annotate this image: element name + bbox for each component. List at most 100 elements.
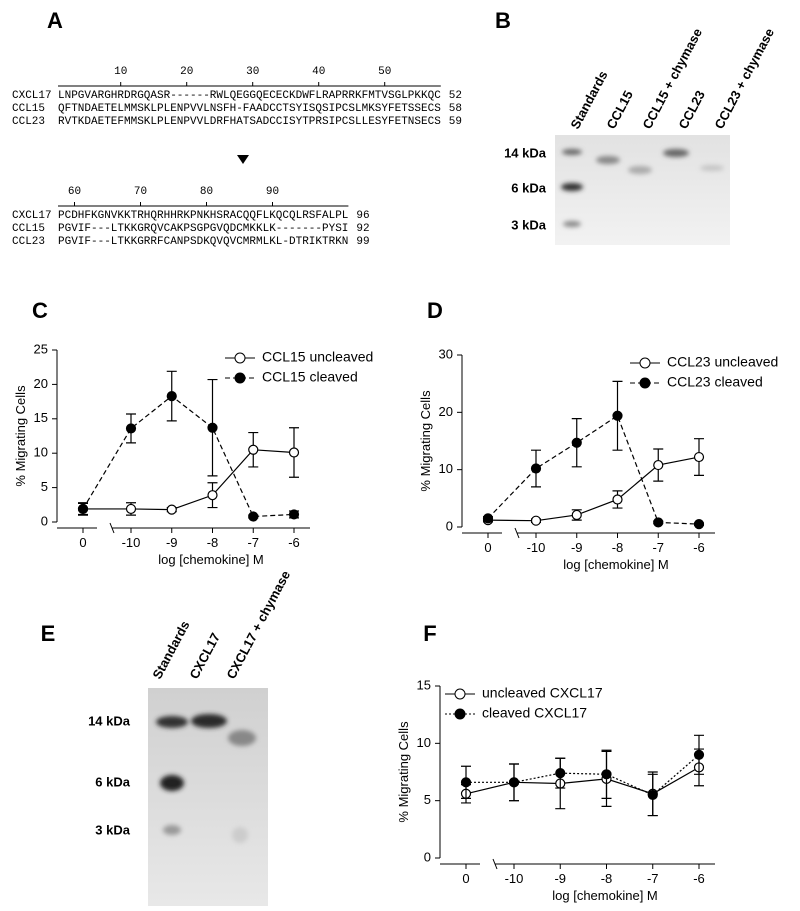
point bbox=[601, 769, 612, 780]
legend-marker bbox=[639, 377, 651, 389]
legend-marker bbox=[234, 352, 246, 364]
sequence-end: 52 bbox=[449, 90, 462, 102]
legend-label: CCL23 cleaved bbox=[667, 374, 763, 390]
point bbox=[571, 509, 582, 521]
y-tick-label: 15 bbox=[417, 677, 431, 692]
legend-marker bbox=[454, 688, 466, 700]
point bbox=[508, 777, 520, 788]
x-tick-label: -8 bbox=[601, 871, 613, 886]
panel-label: D bbox=[427, 298, 443, 323]
x-tick-label: -6 bbox=[693, 871, 705, 886]
point bbox=[207, 490, 218, 501]
y-tick-label: 0 bbox=[41, 513, 48, 528]
sequence-end: 96 bbox=[356, 210, 369, 222]
series-line bbox=[487, 414, 700, 525]
series-line bbox=[82, 395, 295, 518]
x-axis-label: log [chemokine] M bbox=[552, 888, 658, 903]
panel-label: F bbox=[423, 621, 436, 646]
series-line bbox=[83, 449, 295, 511]
y-tick-label: 30 bbox=[439, 346, 453, 361]
ruler-number: 60 bbox=[68, 186, 81, 198]
x-tick-label: -9 bbox=[554, 871, 566, 886]
y-axis-label: % Migrating Cells bbox=[418, 390, 433, 492]
marker-label: 6 kDa bbox=[511, 180, 546, 195]
point bbox=[166, 504, 177, 515]
x-tick-label: -8 bbox=[612, 540, 624, 555]
sequence: PGVIF---LTKKGRRFCANPSDKQVQVCMRMLKL-DTRIK… bbox=[58, 236, 348, 248]
marker-label: 14 kDa bbox=[88, 713, 131, 728]
ruler-number: 10 bbox=[114, 66, 127, 78]
sequence-end: 99 bbox=[356, 236, 369, 248]
point bbox=[693, 451, 705, 463]
y-axis-label: % Migrating Cells bbox=[13, 385, 28, 487]
point bbox=[530, 515, 542, 526]
marker-label: 14 kDa bbox=[504, 145, 547, 160]
cleavage-arrow bbox=[237, 155, 249, 164]
point bbox=[612, 494, 623, 505]
x-tick-label: 0 bbox=[462, 871, 469, 886]
x-axis-label: log [chemokine] M bbox=[563, 557, 669, 572]
legend-label: CCL15 uncleaved bbox=[262, 349, 373, 365]
point bbox=[693, 749, 705, 760]
lane-label: Standards bbox=[149, 618, 192, 681]
ruler-number: 50 bbox=[378, 66, 391, 78]
x-tick-label: 0 bbox=[484, 540, 491, 555]
point bbox=[125, 423, 137, 434]
ruler-number: 80 bbox=[200, 186, 213, 198]
sequence-name: CCL23 bbox=[12, 236, 45, 248]
point bbox=[555, 768, 566, 779]
point bbox=[571, 437, 582, 448]
marker-label: 3 kDa bbox=[95, 822, 130, 837]
lane-label: CCL15 bbox=[603, 88, 636, 131]
sequence-end: 59 bbox=[449, 116, 462, 128]
sequence-name: CXCL17 bbox=[12, 210, 52, 222]
point bbox=[612, 410, 623, 421]
lane-label: CXCL17 bbox=[186, 630, 223, 681]
y-tick-label: 20 bbox=[439, 404, 453, 419]
y-tick-label: 25 bbox=[34, 341, 48, 356]
point bbox=[288, 447, 300, 458]
panel-label: A bbox=[47, 8, 63, 33]
x-tick-label: -10 bbox=[122, 535, 141, 550]
ruler-number: 70 bbox=[134, 186, 147, 198]
legend-marker bbox=[234, 372, 246, 384]
gel-bands bbox=[561, 149, 724, 227]
sequence: QFTNDAETELMMSKLPLENPVVLNSFH-FAADCCTSYISQ… bbox=[58, 103, 441, 115]
panel-label: B bbox=[495, 8, 511, 33]
axis-break bbox=[492, 858, 498, 870]
legend-marker bbox=[639, 357, 651, 369]
panel-label: E bbox=[41, 621, 56, 646]
axis-break bbox=[109, 522, 115, 534]
point bbox=[693, 519, 705, 530]
x-tick-label: -10 bbox=[527, 540, 546, 555]
ruler-number: 20 bbox=[180, 66, 193, 78]
lane-label: CCL23 bbox=[675, 88, 708, 131]
point bbox=[460, 777, 472, 788]
point bbox=[653, 517, 664, 528]
series-line bbox=[465, 766, 700, 795]
legend-label: CCL15 cleaved bbox=[262, 369, 358, 385]
gel-bands bbox=[156, 714, 256, 843]
point bbox=[653, 459, 664, 471]
ruler-number: 40 bbox=[312, 66, 325, 78]
gel bbox=[555, 135, 730, 245]
y-tick-label: 10 bbox=[439, 461, 453, 476]
sequence: PGVIF---LTKKGRQVCAKPSGPGVQDCMKKLK-------… bbox=[58, 223, 348, 235]
x-tick-label: -6 bbox=[693, 540, 705, 555]
series-line bbox=[487, 456, 700, 522]
x-tick-label: -8 bbox=[207, 535, 219, 550]
point bbox=[288, 509, 300, 520]
x-axis-label: log [chemokine] M bbox=[158, 552, 264, 567]
x-tick-label: -9 bbox=[571, 540, 583, 555]
sequence-end: 58 bbox=[449, 103, 462, 115]
x-tick-label: -7 bbox=[647, 871, 659, 886]
x-tick-label: -6 bbox=[288, 535, 300, 550]
x-tick-label: -9 bbox=[166, 535, 178, 550]
legend-label: CCL23 uncleaved bbox=[667, 354, 778, 370]
x-tick-label: -7 bbox=[652, 540, 664, 555]
point bbox=[248, 444, 259, 455]
x-tick-label: -7 bbox=[247, 535, 259, 550]
legend-label: cleaved CXCL17 bbox=[482, 705, 587, 721]
x-tick-label: -10 bbox=[505, 871, 524, 886]
